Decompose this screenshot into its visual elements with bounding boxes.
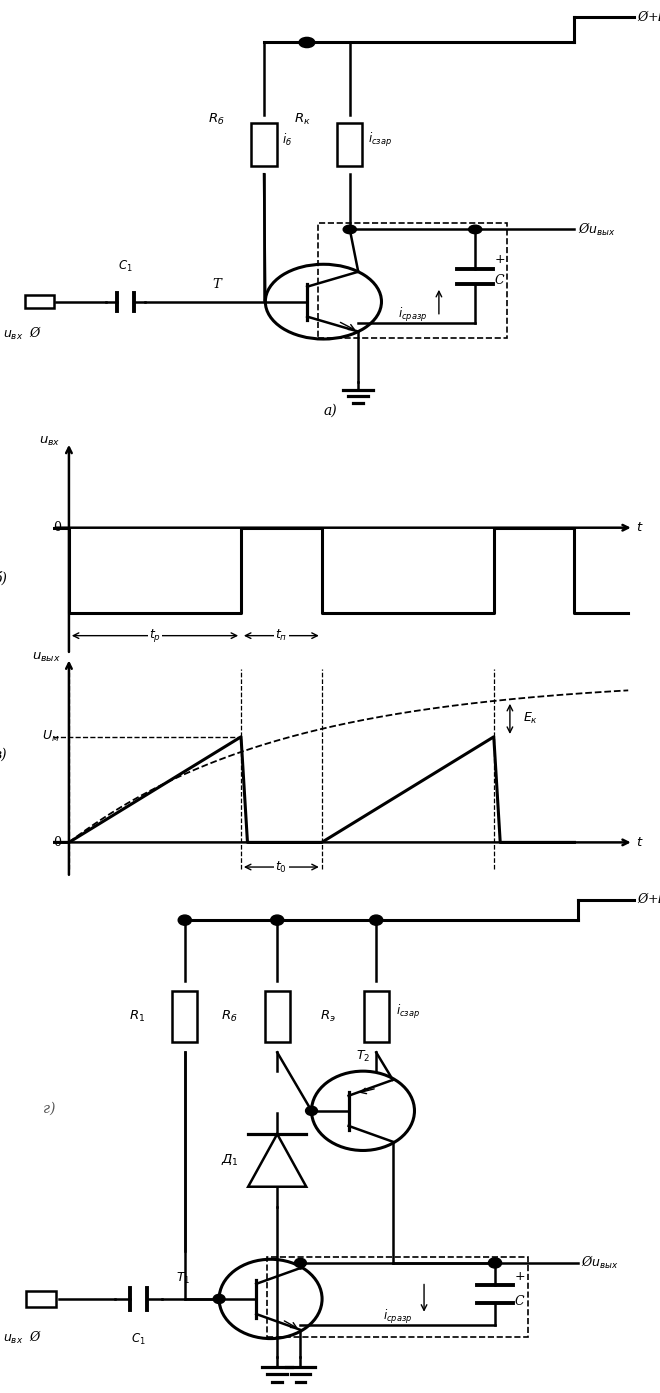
Bar <box>267 1256 528 1337</box>
Text: C: C <box>495 274 505 287</box>
Bar <box>251 123 277 166</box>
Bar <box>26 1291 55 1307</box>
Text: $i_{сразр}$: $i_{сразр}$ <box>383 1308 412 1326</box>
Text: $U_м$: $U_м$ <box>42 730 59 744</box>
Text: $R_б$: $R_б$ <box>208 111 224 127</box>
Text: $E_к$: $E_к$ <box>523 712 539 726</box>
Text: в): в) <box>0 748 7 762</box>
Circle shape <box>370 915 383 925</box>
Text: $i_{сразр}$: $i_{сразр}$ <box>398 305 427 323</box>
Circle shape <box>178 915 191 925</box>
Text: $t_р$: $t_р$ <box>149 627 161 644</box>
Text: а): а) <box>323 403 337 418</box>
Circle shape <box>469 226 482 234</box>
Circle shape <box>294 1258 306 1268</box>
Text: $t_п$: $t_п$ <box>275 628 288 644</box>
Text: 0: 0 <box>53 521 61 534</box>
Circle shape <box>488 1258 502 1268</box>
Text: $C_1$: $C_1$ <box>131 1332 146 1347</box>
Text: $u_{вх}$: $u_{вх}$ <box>40 435 61 449</box>
Text: г): г) <box>43 1102 55 1116</box>
Text: T: T <box>213 279 221 291</box>
Text: $T_2$: $T_2$ <box>356 1049 371 1063</box>
Circle shape <box>306 1106 317 1116</box>
Bar <box>364 992 389 1042</box>
Text: $R_1$: $R_1$ <box>129 1009 145 1024</box>
Bar <box>172 992 197 1042</box>
Text: +: + <box>515 1269 525 1283</box>
Text: +: + <box>495 252 506 266</box>
Text: $T_1$: $T_1$ <box>176 1270 191 1286</box>
Text: 0: 0 <box>53 836 61 848</box>
Text: б): б) <box>0 571 7 585</box>
Text: $i_{сзар}$: $i_{сзар}$ <box>368 131 392 149</box>
Text: $u_{вых}$: $u_{вых}$ <box>32 651 61 663</box>
Bar <box>318 223 507 338</box>
Text: $u_{вх}$  Ø: $u_{вх}$ Ø <box>3 325 42 343</box>
Text: $R_б$: $R_б$ <box>221 1009 238 1024</box>
Text: $u_{вх}$  Ø: $u_{вх}$ Ø <box>3 1329 42 1346</box>
Text: $i_б$: $i_б$ <box>282 132 292 148</box>
Text: Ø$u_{вых}$: Ø$u_{вых}$ <box>581 1254 618 1272</box>
Bar <box>25 295 54 308</box>
Text: $i_{сзар}$: $i_{сзар}$ <box>396 1003 420 1021</box>
Bar <box>337 123 362 166</box>
Circle shape <box>299 38 315 47</box>
Text: $C_1$: $C_1$ <box>118 259 133 274</box>
Text: Ø+$E_к$: Ø+$E_к$ <box>637 8 660 25</box>
Circle shape <box>343 226 356 234</box>
Text: $R_э$: $R_э$ <box>320 1009 336 1024</box>
Circle shape <box>213 1294 225 1304</box>
Text: Ø$u_{вых}$: Ø$u_{вых}$ <box>578 221 615 238</box>
Text: $R_к$: $R_к$ <box>294 111 310 127</box>
Text: $t$: $t$ <box>636 521 644 534</box>
Circle shape <box>271 915 284 925</box>
Text: C: C <box>515 1295 525 1308</box>
Text: Ø+$E_к$: Ø+$E_к$ <box>637 892 660 908</box>
Text: $t_0$: $t_0$ <box>275 859 287 875</box>
Bar <box>265 992 290 1042</box>
Text: $Д_1$: $Д_1$ <box>221 1153 239 1167</box>
Text: $t$: $t$ <box>636 836 644 848</box>
